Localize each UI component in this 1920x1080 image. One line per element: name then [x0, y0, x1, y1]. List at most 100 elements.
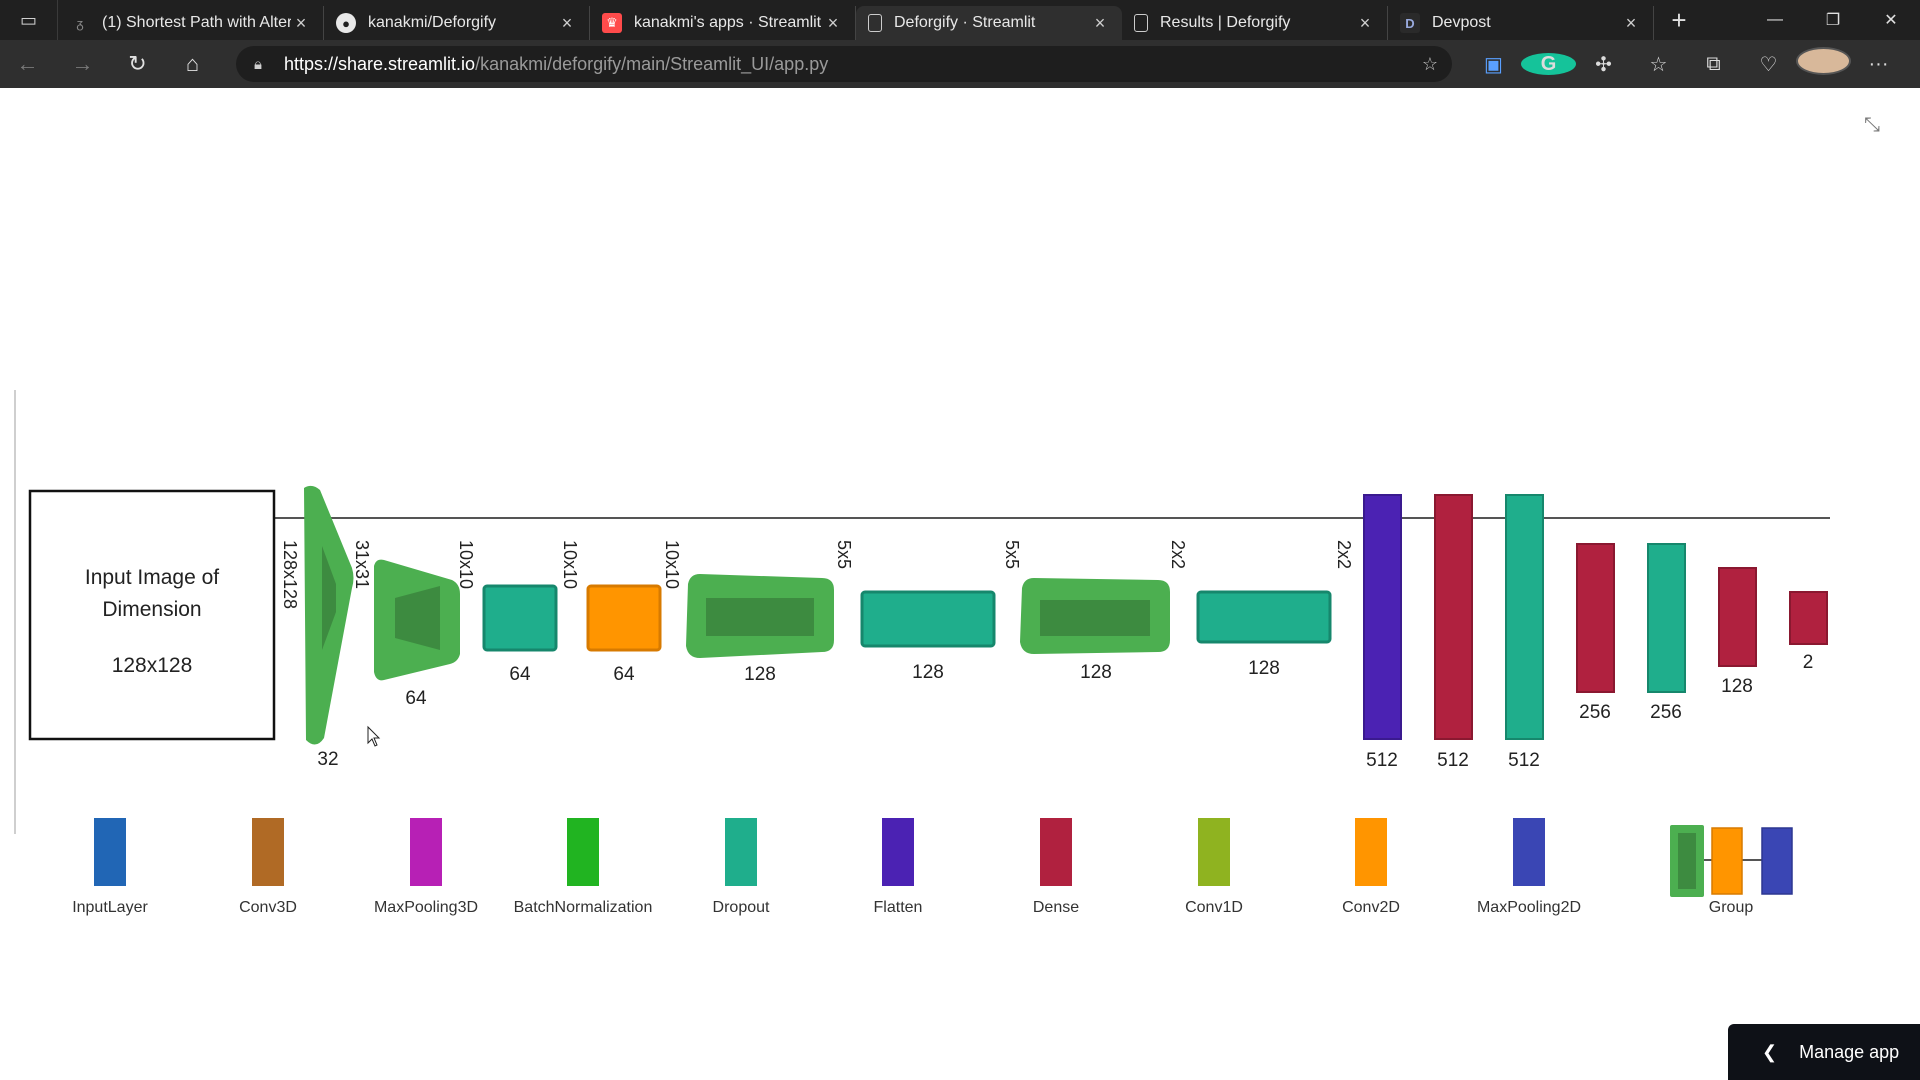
model-architecture-diagram: Input Image of Dimension 128x128 128x128… — [28, 485, 1830, 916]
dim-label-2: 31x31 — [352, 540, 372, 589]
legend-label-dropout: Dropout — [713, 899, 770, 916]
legend-swatch-flatten — [882, 818, 914, 886]
restore-icon[interactable]: ❐ — [1825, 12, 1841, 29]
size-label-4: 64 — [613, 664, 635, 685]
dim-label-9: 2x2 — [1334, 540, 1354, 569]
group-layer-2-inner — [1040, 600, 1150, 636]
input-image-box — [28, 489, 276, 741]
tab-title: Deforgify · Streamlit — [894, 14, 1036, 31]
size-label-5: 128 — [744, 664, 776, 685]
grammarly-icon[interactable]: G — [1521, 52, 1576, 76]
size-label-8: 128 — [1248, 658, 1280, 679]
add-favorite-icon[interactable]: ☆ — [1421, 53, 1438, 74]
input-box-line3: 128x128 — [112, 654, 193, 677]
size-label-13: 256 — [1650, 702, 1682, 723]
more-menu-icon[interactable]: ··· — [1868, 52, 1889, 75]
browser-tab-bar: ▭ ᵹ (1) Shortest Path with Altern × ● ka… — [0, 0, 1920, 40]
close-tab-icon[interactable]: × — [1094, 12, 1106, 33]
conv-layer-2-inner — [395, 586, 440, 650]
legend-swatch-dense — [1040, 818, 1072, 886]
close-tab-icon[interactable]: × — [1359, 12, 1371, 33]
legend-swatch-maxpooling2d — [1513, 818, 1545, 886]
favorites-icon[interactable]: ☆ — [1649, 53, 1668, 76]
input-box-line2: Dimension — [102, 598, 201, 621]
legend-swatch-conv1d — [1198, 818, 1230, 886]
legend-label-conv3d: Conv3D — [239, 899, 297, 916]
tab-title: Results | Deforgify — [1160, 14, 1291, 31]
browser-tools: ▣ G ✣ ☆ ⧉ ♡ ··· — [1466, 40, 1906, 88]
screenshot-extension-icon[interactable]: ▣ — [1484, 53, 1503, 76]
refresh-icon[interactable]: ↻ — [128, 51, 147, 76]
dropout-layer-2 — [860, 590, 996, 648]
size-label-14: 128 — [1721, 676, 1753, 697]
manage-app-button[interactable]: ❮ Manage app — [1728, 1024, 1920, 1080]
tab-title: (1) Shortest Path with Altern — [102, 14, 291, 31]
forward-icon[interactable]: → — [71, 51, 94, 76]
dense-layer-2 — [1576, 543, 1615, 693]
dense-output-layer — [1789, 591, 1828, 645]
size-label-6: 128 — [912, 662, 944, 683]
url-host: https://share.streamlit.io — [283, 53, 476, 74]
page-icon — [868, 14, 882, 32]
flatten-layer — [1363, 494, 1402, 740]
legend-label-flatten: Flatten — [874, 899, 923, 916]
exit-fullscreen-icon[interactable]: ⤡ — [1864, 114, 1880, 136]
legend-swatch-group — [1670, 825, 1793, 897]
close-tab-icon[interactable]: × — [561, 12, 573, 33]
legend-label-maxpooling2d: MaxPooling2D — [1477, 899, 1581, 916]
dim-label-6: 5x5 — [834, 540, 854, 569]
browser-essentials-icon[interactable]: ♡ — [1759, 53, 1778, 76]
streamlit-app-page: ⤡ Input Image of Dimension 128x128 128x1… — [0, 88, 1920, 1080]
size-label-7: 128 — [1080, 662, 1112, 683]
profile-avatar[interactable] — [1796, 47, 1851, 81]
close-tab-icon[interactable]: × — [1625, 12, 1637, 33]
size-label-9: 512 — [1366, 750, 1398, 771]
legend-swatch-maxpooling3d — [410, 818, 442, 886]
browser-tab-6[interactable]: D Devpost × — [1388, 6, 1654, 40]
minimize-icon[interactable]: — — [1767, 11, 1783, 28]
legend-label-group: Group — [1709, 899, 1754, 916]
close-tab-icon[interactable]: × — [295, 12, 307, 33]
new-tab-button[interactable]: + — [1671, 4, 1687, 35]
tab-actions-icon[interactable]: ▭ — [0, 0, 58, 40]
url-input[interactable]: 🔒︎ https://share.streamlit.io/kanakmi/de… — [236, 46, 1452, 82]
conv2d-layer — [586, 584, 662, 652]
close-window-icon[interactable]: ✕ — [1884, 12, 1898, 29]
dropout-layer-1 — [482, 584, 558, 652]
legend-swatch-conv3d — [252, 818, 284, 886]
browser-tab-3[interactable]: ♛ kanakmi's apps · Streamlit × — [590, 6, 856, 40]
size-label-10: 512 — [1437, 750, 1469, 771]
dense-layer-1 — [1434, 494, 1473, 740]
home-icon[interactable]: ⌂ — [185, 51, 200, 76]
legend-label-inputlayer: InputLayer — [72, 899, 148, 916]
legend-label-dense: Dense — [1033, 899, 1079, 916]
address-toolbar: ← → ↻ ⌂ 🔒︎ https://share.streamlit.io/ka… — [0, 40, 1920, 88]
dim-label-7: 5x5 — [1002, 540, 1022, 569]
left-divider — [14, 390, 16, 834]
browser-tab-4-active[interactable]: Deforgify · Streamlit × — [856, 6, 1122, 40]
browser-tab-5[interactable]: Results | Deforgify × — [1122, 6, 1388, 40]
github-icon: ● — [336, 13, 356, 33]
url-path: /kanakmi/deforgify/main/Streamlit_UI/app… — [475, 53, 829, 74]
close-tab-icon[interactable]: × — [827, 12, 839, 33]
lock-icon: 🔒︎ — [254, 55, 262, 73]
back-icon[interactable]: ← — [16, 51, 39, 76]
legend: InputLayer Conv3D MaxPooling3D BatchNorm… — [72, 818, 1793, 916]
legend-swatch-inputlayer — [94, 818, 126, 886]
url-text: https://share.streamlit.io/kanakmi/defor… — [284, 54, 828, 75]
size-label-11: 512 — [1508, 750, 1540, 771]
dense-layer-3 — [1718, 567, 1757, 667]
devpost-icon: D — [1400, 13, 1420, 33]
dim-label-4: 10x10 — [560, 540, 580, 589]
collections-icon[interactable]: ⧉ — [1706, 52, 1721, 75]
extensions-icon[interactable]: ✣ — [1595, 53, 1612, 76]
dark-logo-icon: ᵹ — [76, 15, 84, 31]
browser-tab-1[interactable]: ᵹ (1) Shortest Path with Altern × — [58, 6, 324, 40]
browser-tab-2[interactable]: ● kanakmi/Deforgify × — [324, 6, 590, 40]
size-label-2: 64 — [405, 688, 427, 709]
group-layer-1-inner — [706, 598, 814, 636]
dim-label-8: 2x2 — [1168, 540, 1188, 569]
conv-layer-1-inner — [322, 546, 336, 650]
page-icon — [1134, 14, 1148, 32]
tab-title: kanakmi's apps · Streamlit — [634, 14, 822, 31]
